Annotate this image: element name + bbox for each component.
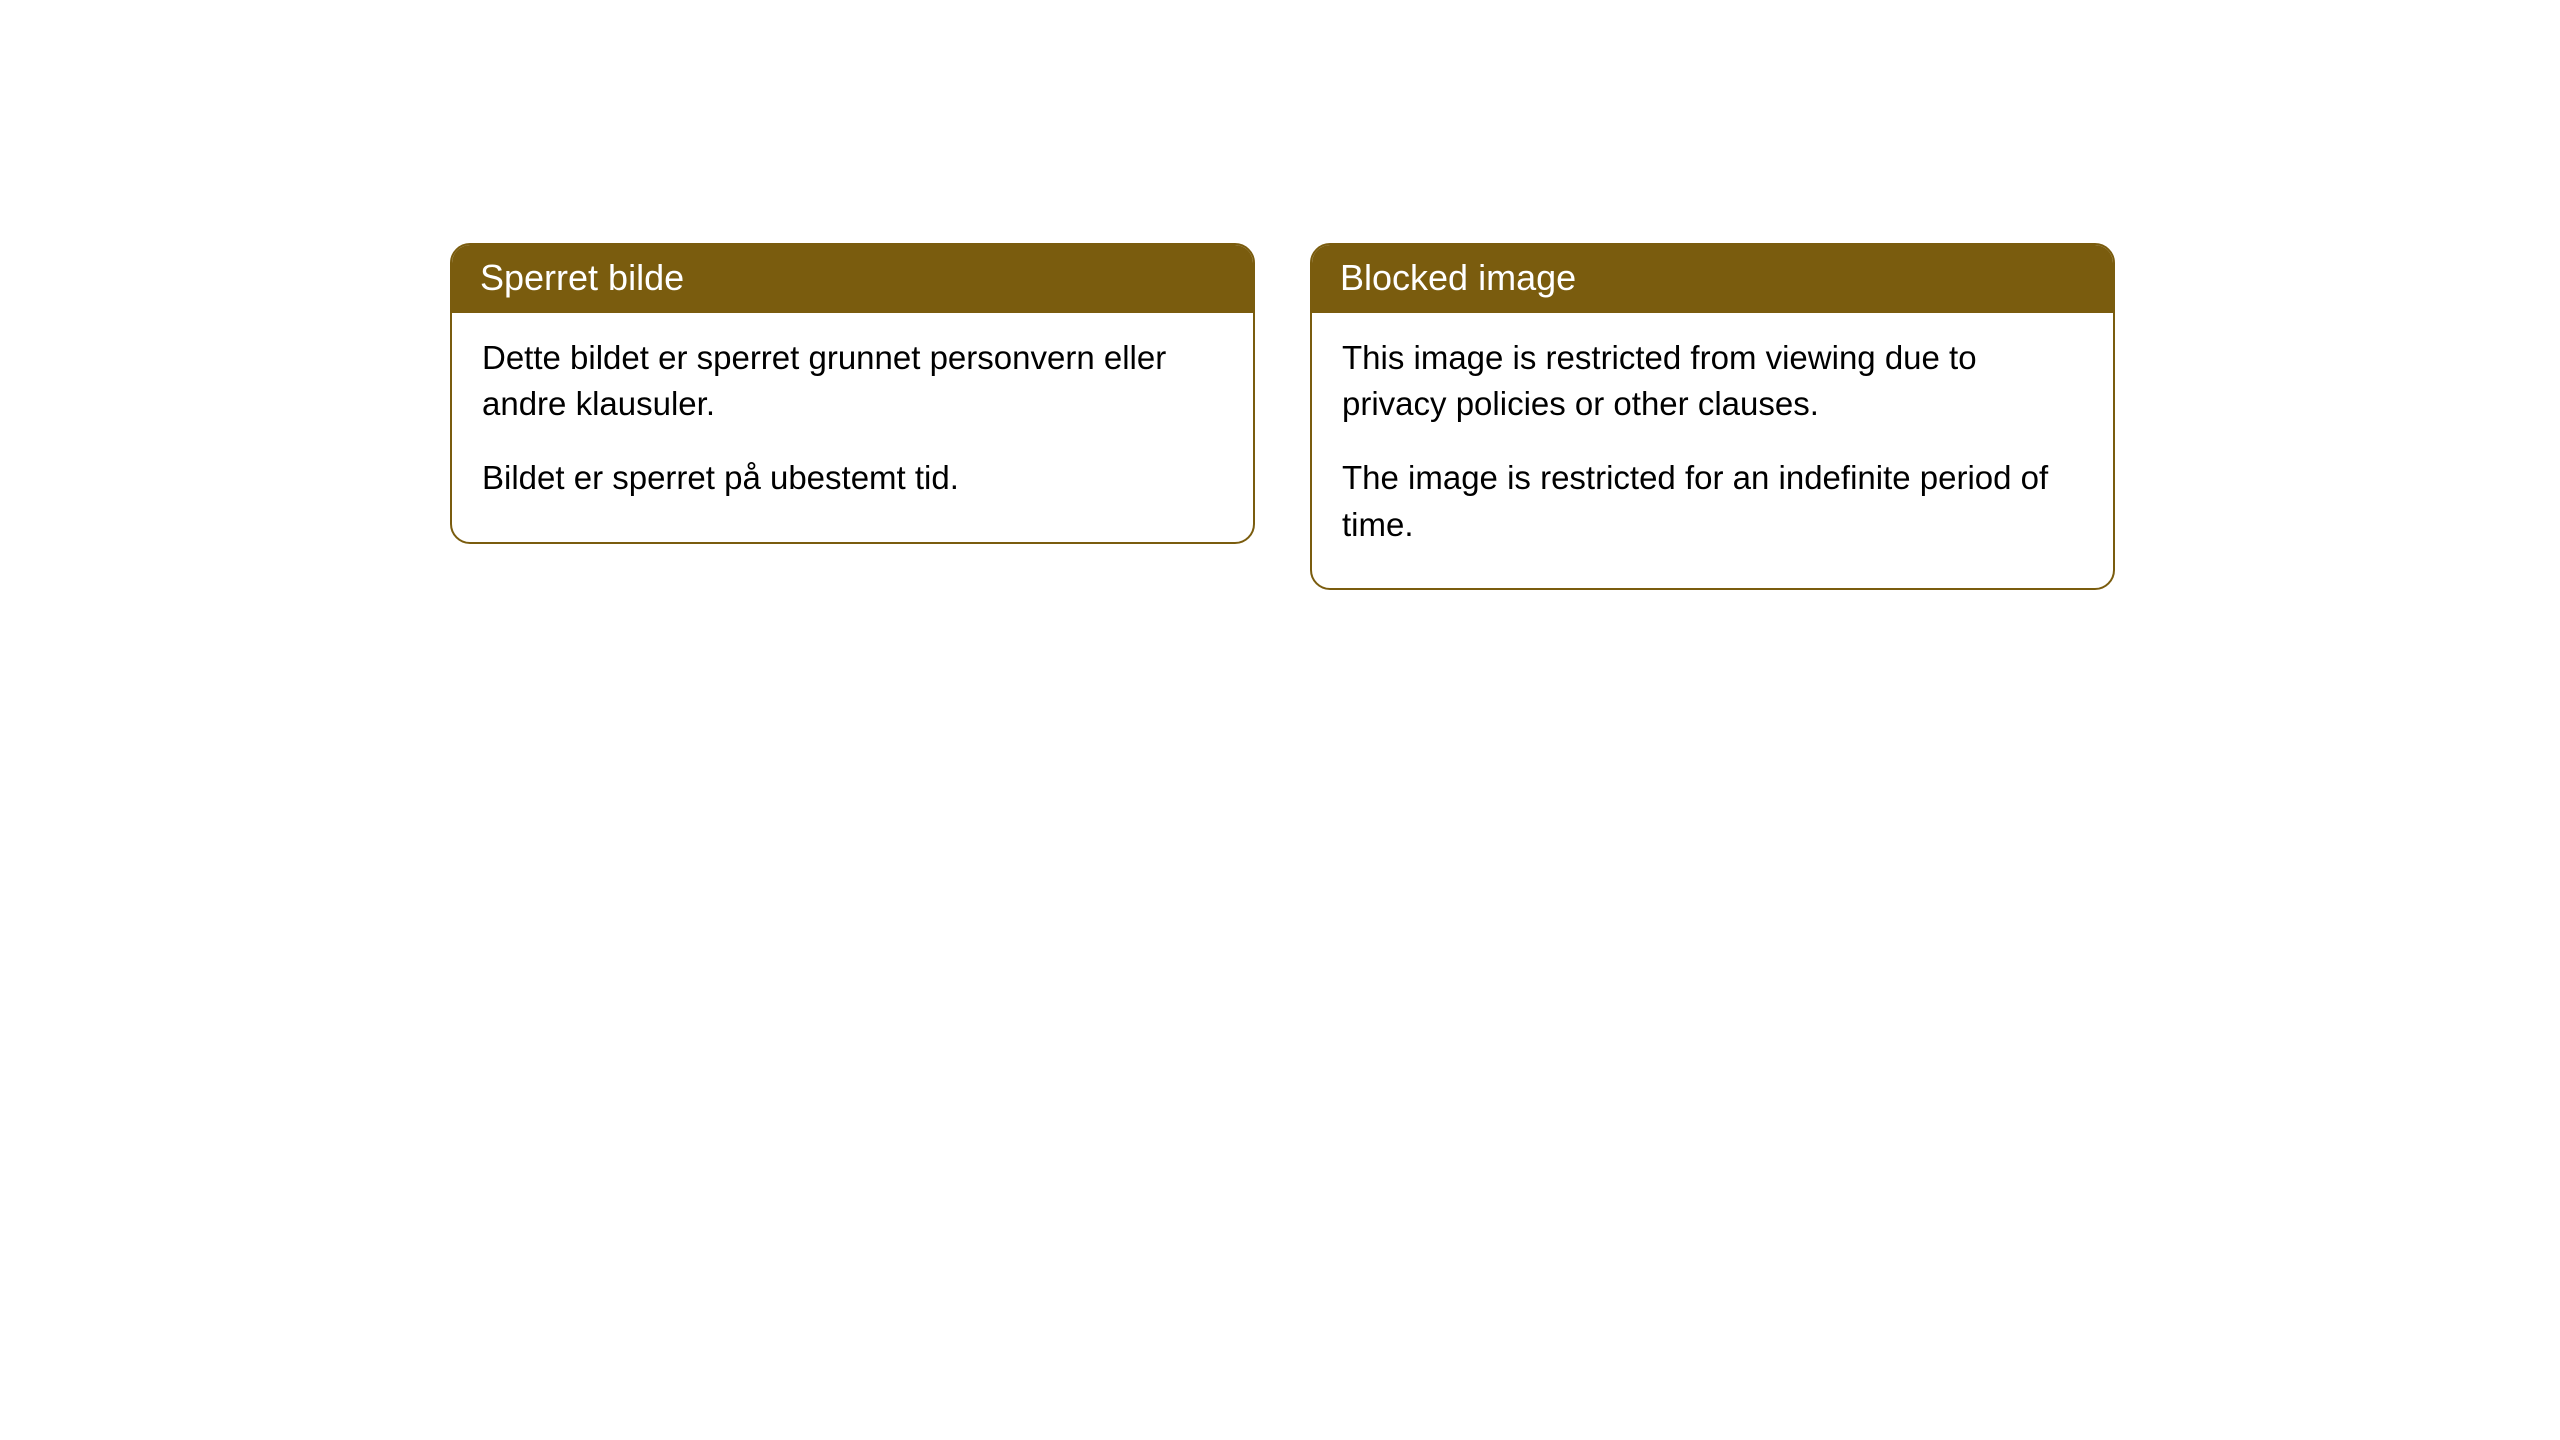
card-title-english: Blocked image bbox=[1340, 257, 1576, 298]
card-paragraph-1-norwegian: Dette bildet er sperret grunnet personve… bbox=[482, 335, 1223, 427]
card-paragraph-1-english: This image is restricted from viewing du… bbox=[1342, 335, 2083, 427]
blocked-image-card-norwegian: Sperret bilde Dette bildet er sperret gr… bbox=[450, 243, 1255, 544]
card-body-norwegian: Dette bildet er sperret grunnet personve… bbox=[452, 313, 1253, 542]
card-header-norwegian: Sperret bilde bbox=[452, 245, 1253, 313]
card-title-norwegian: Sperret bilde bbox=[480, 257, 684, 298]
card-paragraph-2-english: The image is restricted for an indefinit… bbox=[1342, 455, 2083, 547]
card-body-english: This image is restricted from viewing du… bbox=[1312, 313, 2113, 588]
card-header-english: Blocked image bbox=[1312, 245, 2113, 313]
blocked-image-card-english: Blocked image This image is restricted f… bbox=[1310, 243, 2115, 590]
card-paragraph-2-norwegian: Bildet er sperret på ubestemt tid. bbox=[482, 455, 1223, 501]
